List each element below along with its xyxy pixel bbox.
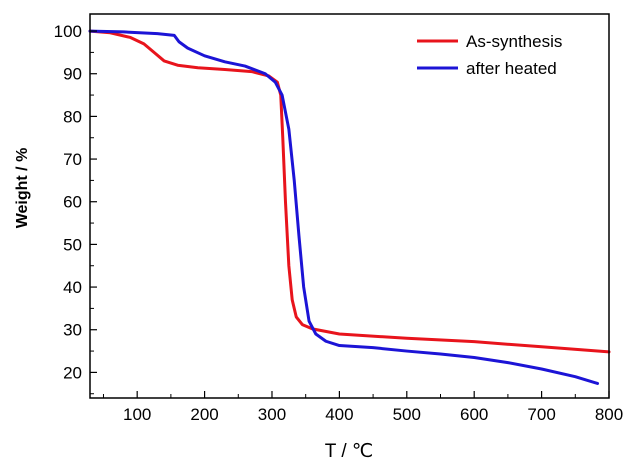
legend: As-synthesis after heated xyxy=(417,32,562,78)
y-tick-label-100: 100 xyxy=(54,22,82,41)
y-tick-label-40: 40 xyxy=(63,278,82,297)
x-tick-label-300: 300 xyxy=(258,405,286,424)
y-tick-label-90: 90 xyxy=(63,65,82,84)
series-line-after-heated xyxy=(88,29,600,385)
y-axis-title: Weight / % xyxy=(14,148,31,229)
x-tick-label-500: 500 xyxy=(393,405,421,424)
x-axis-title: T / ℃ xyxy=(325,441,373,462)
y-tick-label-60: 60 xyxy=(63,193,82,212)
y-tick-label-70: 70 xyxy=(63,150,82,169)
x-tick-label-400: 400 xyxy=(325,405,353,424)
x-tick-label-600: 600 xyxy=(460,405,488,424)
y-tick-label-50: 50 xyxy=(63,235,82,254)
plot-frame xyxy=(89,13,610,399)
x-tick-label-100: 100 xyxy=(123,405,151,424)
legend-label-after-heated: after heated xyxy=(466,59,557,78)
x-tick-label-800: 800 xyxy=(595,405,623,424)
y-tick-label-80: 80 xyxy=(63,107,82,126)
x-tick-label-700: 700 xyxy=(527,405,555,424)
legend-label-as-synthesis: As-synthesis xyxy=(466,32,562,51)
ticks-layer: 100 200 300 400 500 600 700 800 20 30 40 50 60 70 80 90… xyxy=(54,22,624,424)
series-line-as-synthesis xyxy=(88,29,611,354)
x-tick-label-200: 200 xyxy=(190,405,218,424)
series-layer xyxy=(88,29,611,385)
y-tick-label-30: 30 xyxy=(63,321,82,340)
y-tick-label-20: 20 xyxy=(63,363,82,382)
